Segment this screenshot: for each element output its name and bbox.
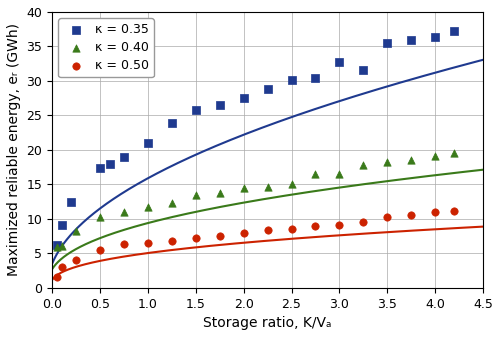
κ = 0.40 [120, 209, 128, 215]
κ = 0.50 [168, 238, 176, 244]
κ = 0.35 [264, 87, 272, 92]
κ = 0.40 [312, 171, 320, 177]
Y-axis label: Maximized reliable energy, eᵣ (GWh): Maximized reliable energy, eᵣ (GWh) [7, 23, 21, 276]
κ = 0.35 [408, 37, 416, 42]
κ = 0.50 [384, 215, 392, 220]
κ = 0.40 [264, 184, 272, 190]
κ = 0.35 [216, 102, 224, 108]
κ = 0.40 [96, 214, 104, 219]
κ = 0.35 [120, 155, 128, 160]
κ = 0.50 [264, 227, 272, 233]
κ = 0.50 [120, 241, 128, 246]
κ = 0.35 [106, 161, 114, 166]
κ = 0.35 [192, 107, 200, 113]
κ = 0.40 [216, 190, 224, 195]
κ = 0.40 [192, 192, 200, 197]
X-axis label: Storage ratio, K/Vₐ: Storage ratio, K/Vₐ [204, 316, 332, 330]
κ = 0.40 [53, 244, 61, 250]
κ = 0.35 [312, 75, 320, 81]
κ = 0.50 [336, 222, 344, 228]
κ = 0.35 [336, 60, 344, 65]
κ = 0.35 [360, 67, 368, 72]
κ = 0.35 [431, 35, 439, 40]
κ = 0.35 [96, 166, 104, 171]
κ = 0.35 [68, 199, 76, 204]
κ = 0.35 [58, 222, 66, 228]
κ = 0.40 [72, 228, 80, 233]
κ = 0.50 [144, 240, 152, 246]
κ = 0.50 [312, 223, 320, 228]
κ = 0.35 [53, 242, 61, 248]
κ = 0.35 [240, 95, 248, 101]
κ = 0.50 [240, 230, 248, 235]
κ = 0.40 [384, 159, 392, 164]
κ = 0.50 [96, 247, 104, 252]
κ = 0.35 [384, 40, 392, 46]
κ = 0.40 [431, 153, 439, 159]
κ = 0.50 [58, 265, 66, 270]
κ = 0.35 [168, 120, 176, 126]
κ = 0.50 [408, 213, 416, 218]
κ = 0.50 [450, 208, 458, 213]
κ = 0.50 [53, 274, 61, 279]
κ = 0.35 [288, 77, 296, 82]
Legend: κ = 0.35, κ = 0.40, κ = 0.50: κ = 0.35, κ = 0.40, κ = 0.50 [58, 18, 154, 77]
κ = 0.40 [408, 157, 416, 163]
κ = 0.40 [58, 243, 66, 248]
κ = 0.50 [216, 233, 224, 239]
κ = 0.40 [336, 171, 344, 177]
κ = 0.35 [144, 140, 152, 146]
κ = 0.50 [431, 209, 439, 215]
κ = 0.40 [360, 162, 368, 168]
κ = 0.50 [360, 220, 368, 225]
κ = 0.50 [192, 236, 200, 241]
κ = 0.40 [144, 205, 152, 210]
κ = 0.40 [450, 151, 458, 156]
κ = 0.40 [288, 182, 296, 187]
κ = 0.35 [450, 29, 458, 34]
κ = 0.50 [72, 257, 80, 262]
κ = 0.40 [168, 200, 176, 206]
κ = 0.50 [288, 226, 296, 232]
κ = 0.40 [240, 186, 248, 191]
